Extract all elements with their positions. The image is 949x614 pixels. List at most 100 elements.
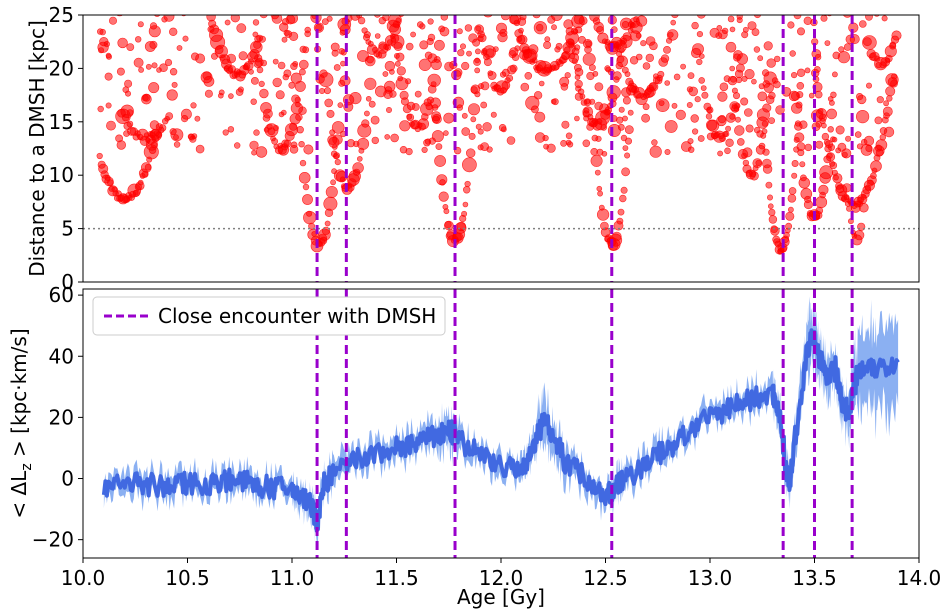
scatter-point <box>463 186 471 194</box>
scatter-point <box>596 208 610 221</box>
scatter-point <box>480 81 490 91</box>
scatter-point <box>860 143 873 156</box>
scatter-point <box>135 36 142 43</box>
scatter-point <box>116 15 124 17</box>
scatter-point <box>645 53 654 63</box>
scatter-point <box>624 125 634 135</box>
scatter-point <box>466 148 476 158</box>
scatter-point <box>490 111 497 118</box>
scatter-point <box>144 163 152 171</box>
scatter-point <box>524 72 533 80</box>
scatter-point <box>688 86 699 97</box>
scatter-point <box>330 150 338 158</box>
scatter-point <box>735 116 741 123</box>
scatter-point <box>617 208 625 216</box>
scatter-point <box>158 124 167 132</box>
scatter-point <box>787 21 795 29</box>
scatter-point <box>620 186 628 194</box>
scatter-point <box>364 77 377 90</box>
scatter-point <box>855 109 870 124</box>
scatter-point <box>323 196 338 211</box>
scatter-point <box>605 66 612 73</box>
scatter-point <box>337 17 352 32</box>
scatter-point <box>304 30 312 38</box>
scatter-point <box>374 85 387 98</box>
scatter-point <box>698 77 706 84</box>
x-tick-label: 11.0 <box>270 566 315 590</box>
bottom-y-axis-label: < ΔLz > [kpc·km/s] <box>7 328 35 518</box>
scatter-point <box>565 27 574 36</box>
scatter-point <box>876 96 884 104</box>
scatter-point <box>126 43 135 51</box>
scatter-point <box>831 136 838 143</box>
scatter-point <box>845 135 852 142</box>
top-panel: 0 5 10 15 20 25 Distance to a DMSH [kpc] <box>25 3 920 294</box>
scatter-point <box>298 172 311 184</box>
scatter-point <box>799 120 808 129</box>
scatter-point <box>384 60 396 72</box>
scatter-point <box>788 187 797 195</box>
scatter-point <box>443 112 455 124</box>
scatter-point <box>327 134 338 145</box>
scatter-point <box>791 102 803 114</box>
scatter-point <box>766 194 773 201</box>
scatter-point <box>281 143 289 151</box>
scatter-point <box>98 47 105 54</box>
scatter-point <box>427 18 434 25</box>
scatter-point <box>472 38 481 47</box>
scatter-point <box>373 15 381 18</box>
scatter-point <box>187 133 194 140</box>
scatter-point <box>621 167 630 177</box>
scatter-point <box>640 40 647 47</box>
scatter-point <box>756 130 764 138</box>
scatter-point <box>298 141 305 148</box>
scatter-point <box>509 64 518 73</box>
scatter-point <box>405 78 412 85</box>
x-tick-label: 14.0 <box>897 566 942 590</box>
scatter-point <box>736 17 743 24</box>
scatter-point <box>808 92 815 99</box>
scatter-point <box>520 82 530 92</box>
scatter-point <box>419 23 426 30</box>
scatter-point <box>829 161 838 170</box>
scatter-point <box>789 50 796 57</box>
scatter-point <box>773 55 781 63</box>
scatter-point <box>166 89 178 101</box>
scatter-point <box>616 116 624 124</box>
scatter-point <box>835 125 845 135</box>
scatter-point <box>551 98 559 106</box>
scatter-point <box>117 37 128 49</box>
scatter-point <box>642 103 650 111</box>
scatter-point <box>290 141 298 149</box>
scatter-point <box>209 7 216 14</box>
scatter-point <box>858 20 867 28</box>
scatter-point <box>237 86 244 93</box>
scatter-point <box>105 102 112 109</box>
scatter-point <box>517 34 528 45</box>
legend-box <box>92 296 446 336</box>
scatter-point <box>252 31 259 38</box>
scatter-point <box>553 64 560 71</box>
y-tick-label: 0 <box>61 270 74 294</box>
legend: Close encounter with DMSH <box>92 296 446 336</box>
scatter-point <box>671 15 679 19</box>
scatter-point <box>741 75 748 82</box>
x-tick-label: 10.5 <box>165 566 210 590</box>
scatter-point <box>791 160 799 168</box>
scatter-point <box>145 134 156 145</box>
scatter-point <box>169 67 178 76</box>
scatter-point <box>762 80 771 88</box>
scatter-point <box>873 15 880 17</box>
scatter-point <box>837 51 851 64</box>
scatter-point <box>582 52 596 66</box>
scatter-point <box>885 86 896 97</box>
scatter-point <box>207 25 215 33</box>
scatter-point <box>670 19 677 26</box>
scatter-point <box>206 15 216 22</box>
scatter-point <box>818 113 827 122</box>
scatter-point <box>428 137 436 145</box>
scatter-point <box>349 91 362 105</box>
scatter-point <box>725 125 731 132</box>
scatter-point <box>660 54 670 63</box>
